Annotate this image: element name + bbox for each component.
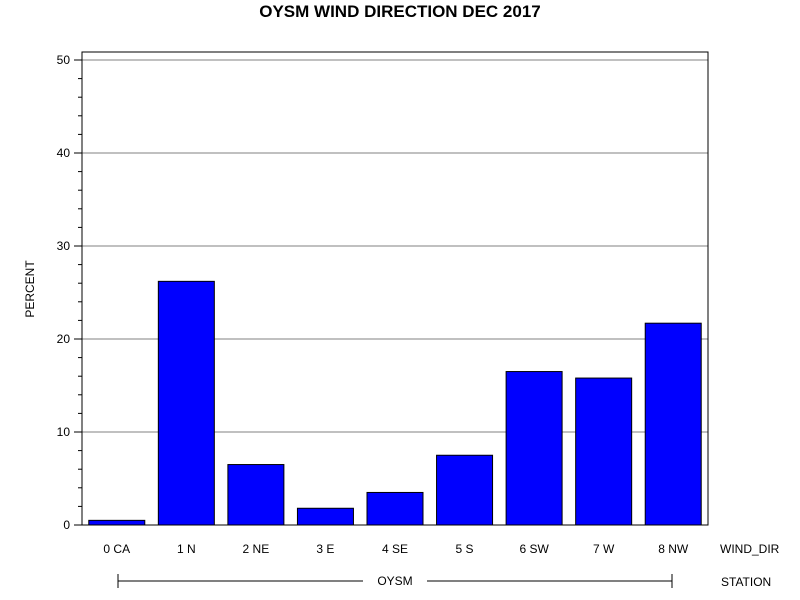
bar	[157, 280, 215, 526]
x-tick-label: 3 E	[316, 542, 334, 556]
bar	[644, 322, 702, 526]
bar	[227, 464, 285, 526]
station-group-axis: OYSM STATION	[117, 574, 771, 589]
bar	[366, 491, 424, 526]
x-axis-label: WIND_DIR	[720, 542, 780, 556]
bar	[505, 371, 563, 526]
station-axis-label: STATION	[721, 575, 771, 589]
bar	[436, 454, 494, 526]
x-tick-label: 2 NE	[243, 542, 270, 556]
y-axis-label: PERCENT	[23, 260, 37, 318]
plot-frame	[81, 51, 709, 526]
x-tick-label: 1 N	[177, 542, 196, 556]
x-axis: 0 CA 1 N 2 NE 3 E 4 SE 5 S 6 SW 7 W 8 NW	[103, 542, 688, 556]
x-tick-label: 5 S	[456, 542, 474, 556]
chart-title: OYSM WIND DIRECTION DEC 2017	[259, 2, 541, 21]
x-tick-label: 8 NW	[658, 542, 689, 556]
bars	[88, 280, 702, 526]
station-group-label: OYSM	[377, 574, 412, 588]
x-tick-label: 4 SE	[382, 542, 408, 556]
y-tick-label: 40	[57, 146, 71, 160]
y-tick-label: 0	[63, 518, 70, 532]
x-tick-label: 7 W	[593, 542, 615, 556]
y-axis: 0 10 20 30 40 50	[57, 53, 82, 532]
x-tick-label: 0 CA	[103, 542, 130, 556]
bar	[88, 519, 146, 526]
y-tick-label: 50	[57, 53, 71, 67]
y-tick-label: 20	[57, 332, 71, 346]
y-tick-label: 30	[57, 239, 71, 253]
y-tick-label: 10	[57, 425, 71, 439]
bar	[575, 377, 633, 526]
bar	[296, 507, 354, 526]
x-tick-label: 6 SW	[519, 542, 549, 556]
